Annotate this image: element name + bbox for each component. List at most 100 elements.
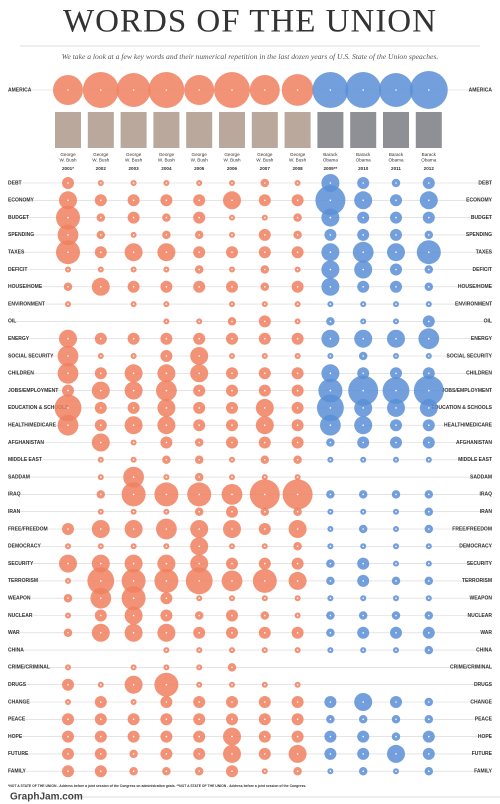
- bubble-center: [264, 753, 266, 755]
- president-name: George W. Bush: [289, 152, 307, 163]
- word-label-right: ENERGY: [471, 336, 493, 342]
- bubble-center: [231, 216, 233, 219]
- bubble-center: [198, 389, 200, 392]
- bubble-center: [296, 286, 299, 288]
- bubble-center: [264, 320, 266, 323]
- bubble-center: [231, 545, 233, 548]
- bubble-center: [100, 355, 102, 357]
- bubble-center: [100, 735, 102, 738]
- bubble-center: [395, 182, 397, 184]
- bubble-center: [264, 199, 266, 202]
- bubble-center: [67, 355, 69, 357]
- bubble-center: [428, 545, 430, 548]
- bubble-center: [165, 666, 168, 669]
- bubble-center: [67, 303, 69, 305]
- bubble-center: [428, 372, 430, 375]
- year-label: 2006: [227, 166, 238, 171]
- bubble-center: [329, 545, 332, 548]
- bubble-center: [132, 718, 135, 721]
- word-label: FAMILY: [8, 769, 27, 775]
- bubble-center: [165, 320, 168, 323]
- bubble-center: [231, 251, 233, 253]
- bubble-center: [231, 649, 233, 651]
- bubble-center: [132, 562, 135, 565]
- bubble-center: [132, 632, 135, 634]
- year-label: 2009**: [324, 166, 338, 171]
- bubble-center: [296, 545, 299, 548]
- bubble-center: [132, 614, 135, 617]
- bubble-center: [395, 493, 397, 496]
- bubble-center: [132, 89, 135, 91]
- word-label: HEALTH/MEDICARE: [8, 423, 57, 429]
- bubble-center: [198, 545, 200, 548]
- bubble-center: [132, 493, 135, 496]
- word-label-right: DRUGS: [474, 682, 493, 688]
- bubble-center: [362, 216, 365, 219]
- bubble-center: [132, 666, 135, 669]
- word-label: DEFICIT: [8, 267, 27, 273]
- bubble-center: [67, 389, 69, 392]
- word-label-right: FAMILY: [474, 769, 493, 775]
- bubble-center: [264, 735, 266, 738]
- bubble-center: [329, 234, 332, 236]
- bubble-center: [395, 580, 397, 582]
- bubble-center: [395, 372, 397, 375]
- word-label-right: HOUSE/HOME: [458, 284, 493, 290]
- bubble-center: [395, 355, 397, 357]
- president-name: Barack Obama: [356, 152, 372, 163]
- bubble-center: [231, 424, 233, 427]
- bubble-center: [296, 528, 299, 530]
- bubble-center: [132, 753, 135, 755]
- word-label: SOCIAL SECURITY: [8, 353, 54, 359]
- bubble-center: [428, 182, 430, 184]
- word-label: EDUCATION & SCHOOLS: [8, 405, 69, 411]
- bubble-center: [165, 303, 168, 305]
- bubble-center: [132, 268, 135, 271]
- president-name: George W. Bush: [59, 152, 77, 163]
- bubble-center: [395, 251, 397, 253]
- bubble-center: [264, 407, 266, 409]
- bubble-center: [132, 459, 135, 461]
- bubble-center: [296, 770, 299, 772]
- bubble-center: [231, 580, 233, 582]
- bubble-center: [296, 562, 299, 565]
- bubble-center: [428, 216, 430, 219]
- bubble-center: [165, 476, 168, 478]
- bubble-center: [100, 510, 102, 513]
- bubble-center: [329, 286, 332, 288]
- word-label: ENERGY: [8, 336, 30, 342]
- bubble-center: [100, 562, 102, 565]
- bubble-center: [428, 701, 430, 703]
- bubble-center: [67, 545, 69, 548]
- bubble-center: [165, 441, 168, 444]
- bubble-center: [395, 268, 397, 271]
- word-label-right: ENVIRONMENT: [455, 301, 492, 307]
- word-label-right: SOCIAL SECURITY: [447, 353, 493, 359]
- bubble-center: [264, 389, 266, 392]
- year-label: 2007: [260, 166, 271, 171]
- bubble-center: [296, 89, 299, 91]
- bubble-center: [132, 251, 135, 253]
- bubble-center: [264, 770, 266, 772]
- word-label-right: SECURITY: [467, 561, 493, 567]
- portrait: [153, 112, 180, 148]
- bubble-center: [198, 441, 200, 444]
- bubble-center: [428, 320, 430, 323]
- bubble-center: [362, 89, 365, 91]
- bubble-center: [329, 614, 332, 617]
- portrait: [55, 112, 81, 148]
- bubble-center: [100, 718, 102, 721]
- bubble-center: [428, 286, 430, 288]
- bubble-center: [165, 493, 168, 496]
- bubble-center: [296, 372, 299, 375]
- bubble-center: [329, 268, 332, 271]
- bubble-center: [132, 389, 135, 392]
- year-label: 2011: [391, 166, 401, 171]
- bubble-center: [428, 407, 430, 409]
- bubble-center: [67, 268, 69, 271]
- bubble-center: [100, 580, 102, 582]
- bubble-center: [428, 355, 430, 357]
- word-label-right: EDUCATION & SCHOOLS: [432, 405, 493, 411]
- bubble-center: [296, 718, 299, 721]
- bubble-center: [428, 528, 430, 530]
